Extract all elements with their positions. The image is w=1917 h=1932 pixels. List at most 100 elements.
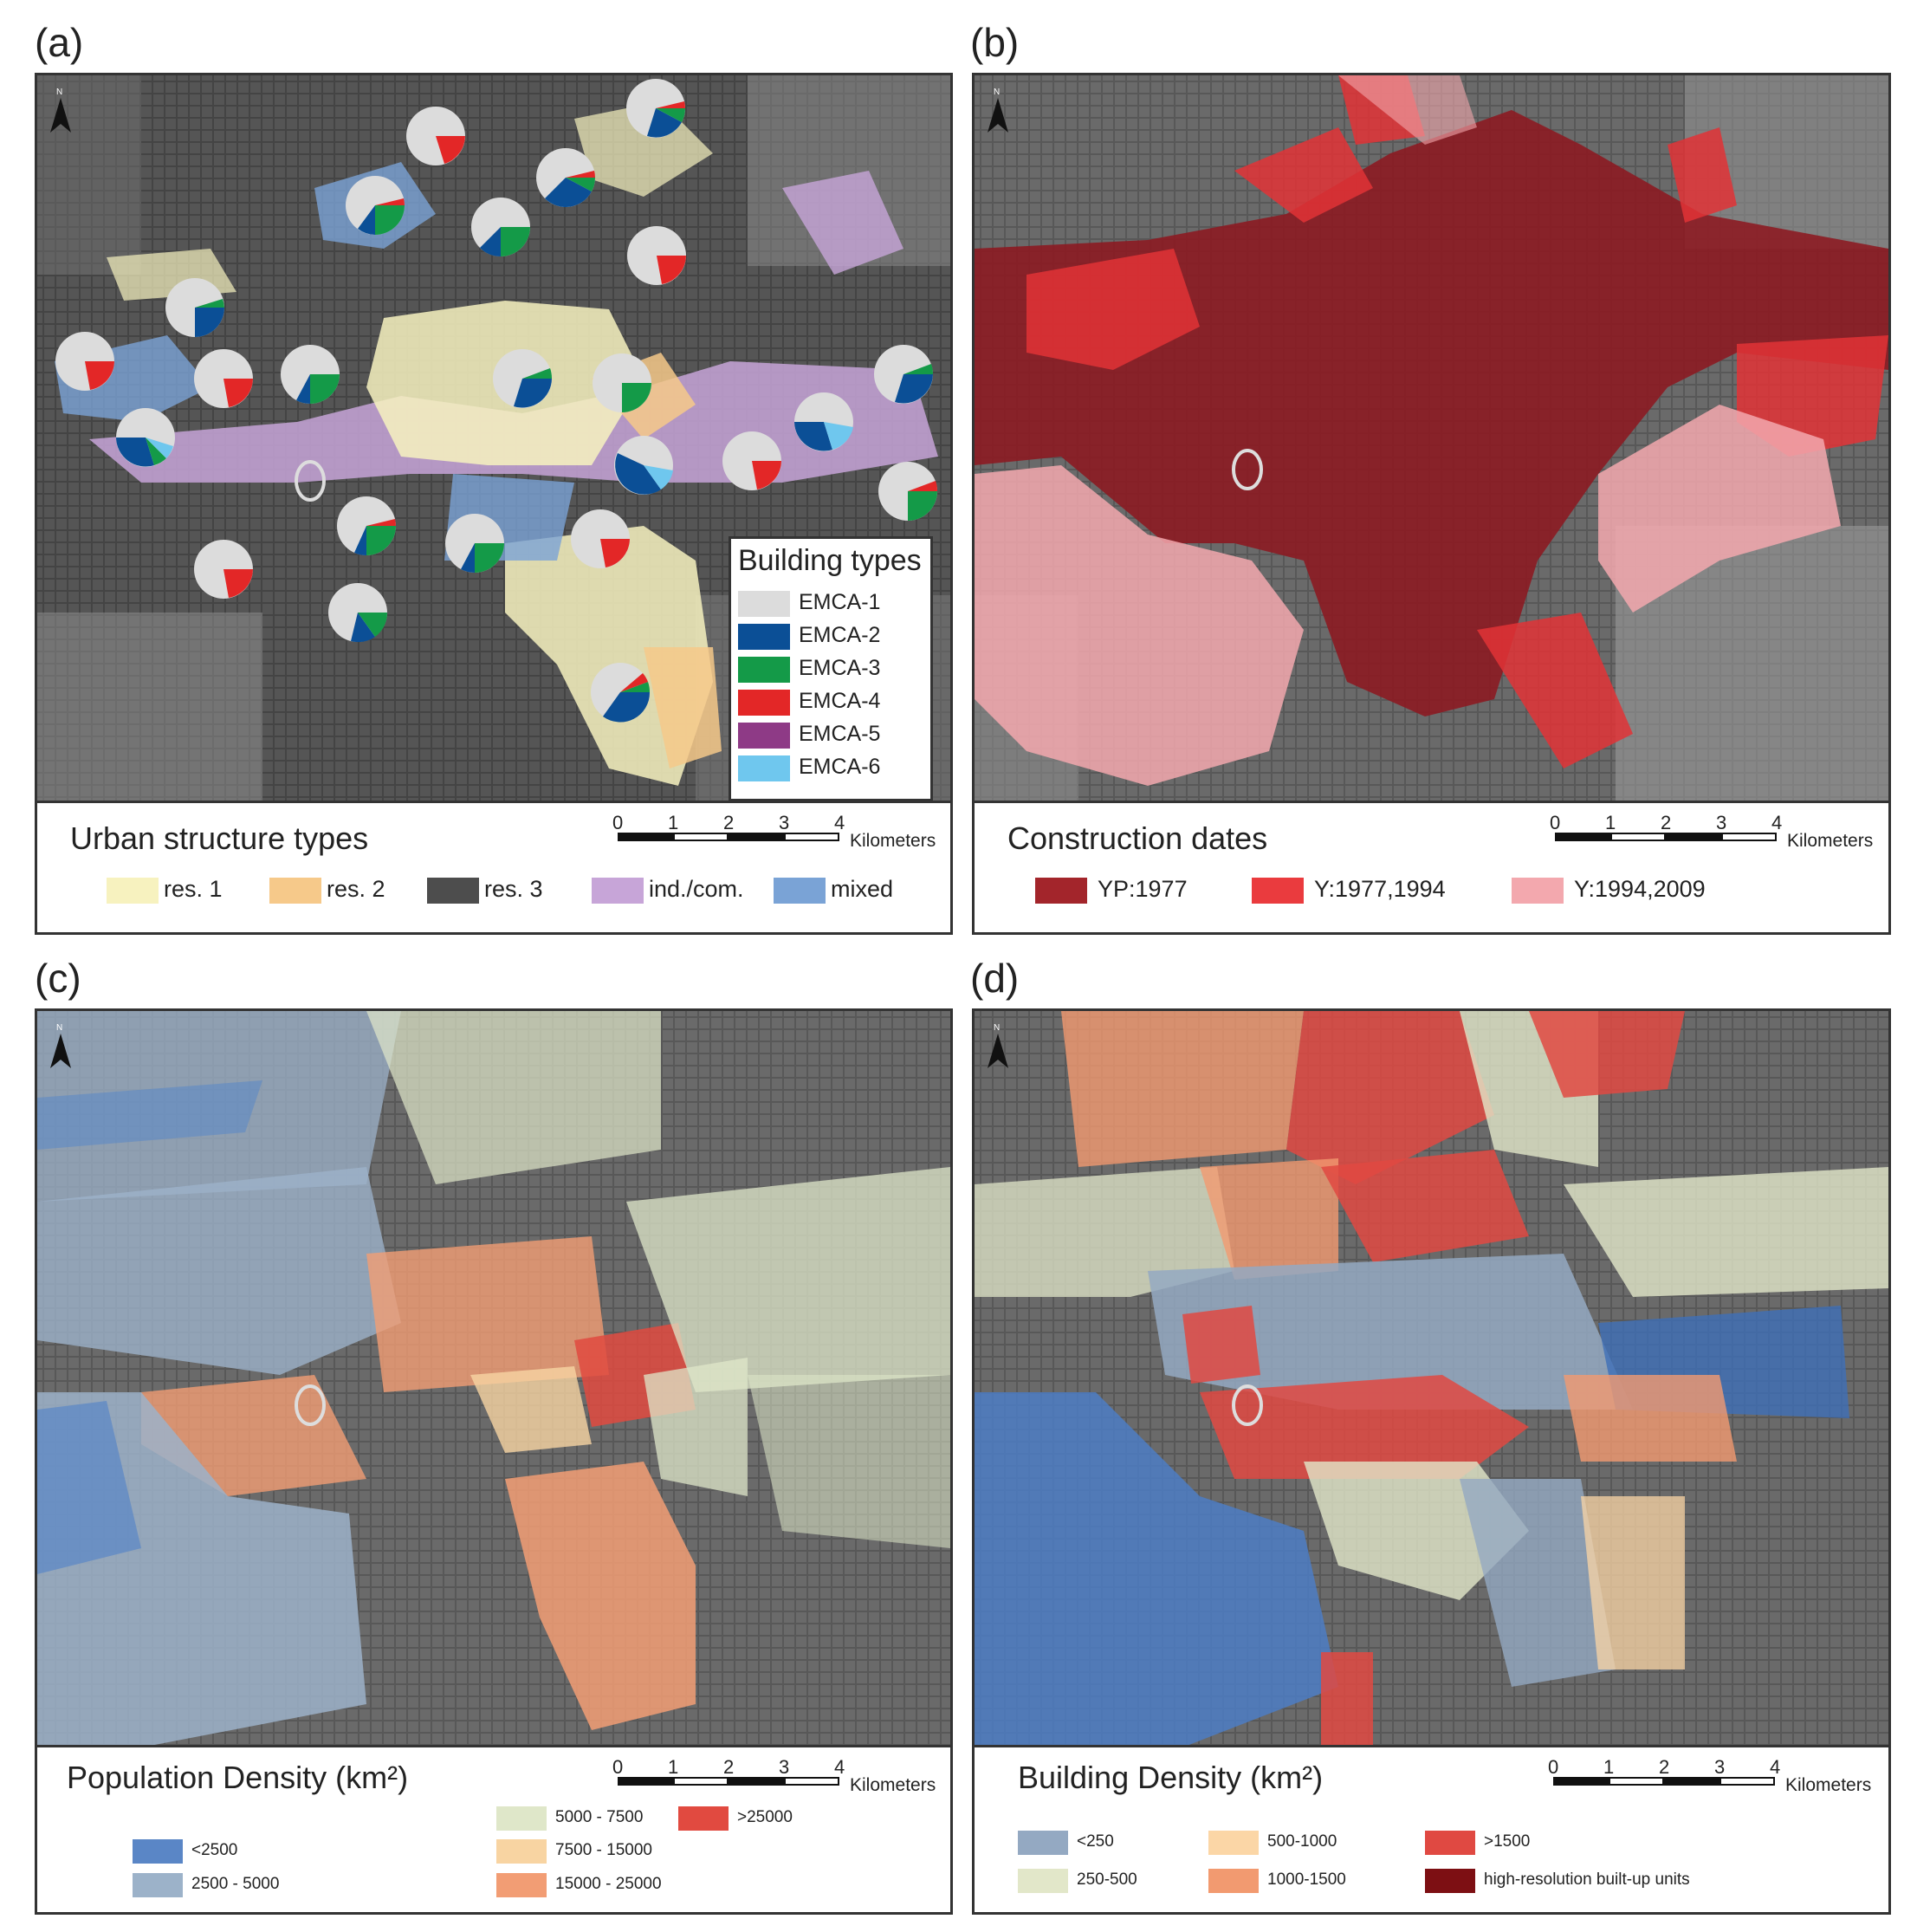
panel-b-legend: Construction dates 0 1 2 3 4 Kilometers YP:19… <box>975 801 1888 932</box>
panel-c-legend-title: Population Density (km²) <box>67 1760 409 1795</box>
legend-label: EMCA-5 <box>799 722 881 746</box>
panel-c-legend: Population Density (km²) 0 1 2 3 4 Kilometers… <box>37 1745 950 1912</box>
legend-label: YP:1977 <box>1098 876 1188 902</box>
legend-label: EMCA-1 <box>799 590 881 614</box>
legend-label: 15000 - 25000 <box>555 1875 662 1893</box>
scale-unit-label: Kilometers <box>850 831 936 851</box>
scale-unit-label: Kilometers <box>1785 1775 1872 1795</box>
legend-swatch <box>738 755 790 781</box>
scale-segment <box>1666 833 1721 841</box>
legend-swatch <box>1425 1869 1475 1893</box>
legend-label: EMCA-6 <box>799 755 881 779</box>
legend-label: 7500 - 15000 <box>555 1841 652 1859</box>
legend-swatch <box>738 690 790 716</box>
panel-a-label: (a) <box>35 20 84 65</box>
legend-swatch <box>1512 878 1564 904</box>
panel-c-map-svg <box>37 1011 950 1747</box>
scale-tick-label: 3 <box>779 1756 790 1778</box>
legend-label: >25000 <box>737 1808 793 1826</box>
legend-swatch <box>1252 878 1304 904</box>
legend-label: 2500 - 5000 <box>191 1875 280 1893</box>
scale-tick-label: 0 <box>612 812 624 833</box>
legend-swatch <box>269 878 321 904</box>
panel-c-map[interactable]: N <box>37 1011 950 1747</box>
legend-label: Y:1977,1994 <box>1314 876 1446 902</box>
scale-segment <box>618 1777 673 1786</box>
legend-label: res. 1 <box>164 876 223 902</box>
legend-label: <2500 <box>191 1841 238 1859</box>
legend-swatch <box>427 878 479 904</box>
scale-segment <box>673 833 729 841</box>
north-arrow-icon: N <box>988 1023 1008 1068</box>
north-arrow-icon: N <box>50 1023 71 1068</box>
legend-label: 500-1000 <box>1267 1832 1337 1851</box>
legend-swatch <box>592 878 644 904</box>
panel-a: N Building types EMCA-1 EMCA-2 EMCA-3 EMCA-… <box>35 73 953 935</box>
legend-label: EMCA-2 <box>799 623 881 647</box>
panel-a-legend-title: Urban structure types <box>70 820 369 856</box>
legend-swatch <box>1035 878 1087 904</box>
scale-bar-c: 0 1 2 3 4 Kilometers <box>612 1756 936 1796</box>
scale-unit-label: Kilometers <box>1787 831 1874 851</box>
scale-tick-label: 0 <box>1550 812 1561 833</box>
legend-swatch <box>107 878 159 904</box>
scale-segment <box>784 833 839 841</box>
legend-label: res. 3 <box>484 876 543 902</box>
scale-segment <box>1721 833 1777 841</box>
scale-segment <box>1553 1777 1609 1786</box>
scale-tick-label: 2 <box>723 812 735 833</box>
panel-a-legend: Urban structure types 0 1 2 3 4 Kilometers re… <box>37 801 950 932</box>
scale-tick-label: 4 <box>834 1756 845 1778</box>
panel-a-map[interactable]: N Building types EMCA-1 EMCA-2 EMCA-3 EMCA-… <box>37 75 950 803</box>
legend-swatch <box>678 1806 729 1831</box>
panel-d-legend-title: Building Density (km²) <box>1018 1760 1324 1795</box>
panel-c: N Population Density (km²) 0 1 2 3 4 Kilomete… <box>35 1008 953 1915</box>
svg-text:N: N <box>56 88 62 97</box>
scale-tick-label: 0 <box>1548 1756 1559 1778</box>
scale-tick-label: 4 <box>1771 812 1783 833</box>
scale-segment <box>673 1777 729 1786</box>
legend-swatch <box>1018 1831 1068 1855</box>
legend-label: <250 <box>1077 1832 1114 1851</box>
panel-c-label: (c) <box>35 956 81 1001</box>
panel-b: N Construction dates 0 1 2 3 4 Kilometers YP:… <box>972 73 1891 935</box>
scale-tick-label: 3 <box>779 812 790 833</box>
legend-swatch <box>496 1873 547 1897</box>
legend-swatch <box>1208 1831 1259 1855</box>
scale-segment <box>729 833 784 841</box>
legend-swatch <box>774 878 826 904</box>
scale-segment <box>784 1777 839 1786</box>
legend-swatch <box>133 1839 183 1864</box>
legend-swatch <box>1425 1831 1475 1855</box>
legend-swatch <box>496 1806 547 1831</box>
legend-swatch <box>496 1839 547 1864</box>
scale-bar-d: 0 1 2 3 4 Kilometers <box>1548 1756 1871 1796</box>
panel-d-label: (d) <box>970 956 1020 1001</box>
scale-segment <box>618 833 673 841</box>
legend-label: 5000 - 7500 <box>555 1808 644 1826</box>
panel-b-map[interactable]: N <box>975 75 1888 803</box>
svg-text:N: N <box>994 1023 1000 1033</box>
scale-segment <box>1609 1777 1664 1786</box>
scale-bar-a: 0 1 2 3 4 Kilometers <box>612 812 936 852</box>
scale-tick-label: 1 <box>668 1756 679 1778</box>
panel-b-map-svg <box>975 75 1888 803</box>
legend-swatch <box>738 723 790 749</box>
scale-segment <box>1610 833 1666 841</box>
scale-tick-label: 4 <box>834 812 845 833</box>
scale-unit-label: Kilometers <box>850 1775 936 1795</box>
scale-tick-label: 0 <box>612 1756 624 1778</box>
scale-tick-label: 1 <box>668 812 679 833</box>
legend-label: res. 2 <box>327 876 385 902</box>
panel-a-map-svg <box>37 75 950 803</box>
building-type-pie-charts <box>55 79 938 723</box>
panel-b-label: (b) <box>970 20 1020 65</box>
scale-tick-label: 3 <box>1716 812 1727 833</box>
panel-d-map[interactable]: N <box>975 1011 1888 1747</box>
legend-label: mixed <box>831 876 894 902</box>
north-arrow-icon: N <box>988 88 1008 133</box>
legend-label: 1000-1500 <box>1267 1870 1346 1889</box>
scale-tick-label: 3 <box>1714 1756 1726 1778</box>
scale-segment <box>1555 833 1610 841</box>
legend-label: 250-500 <box>1077 1870 1137 1889</box>
